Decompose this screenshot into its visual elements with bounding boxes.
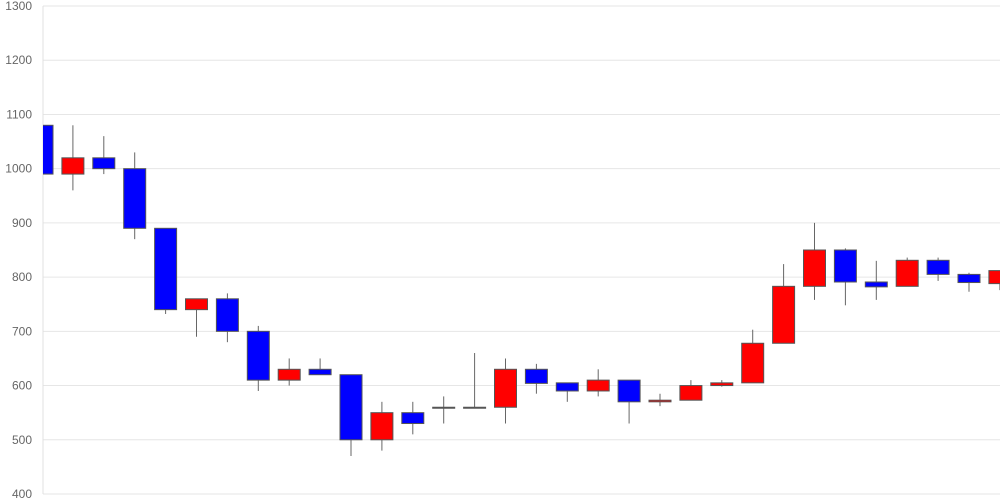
y-tick-label: 500 [12,433,32,447]
y-tick-label: 600 [12,379,32,393]
candle-body-down [123,168,147,229]
candle [277,358,301,386]
candle-body-up [494,368,517,408]
candle-body-down [339,374,363,441]
y-tick-label: 900 [12,216,32,230]
y-axis: 400 500 600 700 800 900 1000 1100 1200 1300 [5,0,44,500]
candle-body-up [803,249,826,287]
candle-body-down [401,412,425,425]
candle [370,401,394,451]
candle [617,379,641,424]
candle [308,358,332,376]
candle-body-up [679,385,703,401]
candle-body-up [370,412,394,441]
candle [957,272,981,292]
candle-body-up [772,285,796,344]
candle-body-up [741,342,765,384]
candle [215,293,239,343]
candle [339,374,363,457]
y-tick-label: 700 [12,324,32,338]
candle-body-down [926,259,950,275]
candle [524,363,548,394]
candle [895,257,919,287]
candle-body-up [277,368,301,381]
candle [833,248,857,306]
candle-body-down [555,382,579,392]
candle [154,227,178,314]
candle-body-down [154,227,178,311]
candle [710,380,734,387]
candle [61,125,85,191]
candle [555,382,579,402]
candle-body-up [710,382,734,387]
candle-body-up [463,406,487,409]
candle [185,298,208,337]
candle-body-down [246,330,270,381]
candle [43,124,54,175]
candle [432,396,456,424]
candle-body-up [185,298,208,311]
candle [679,380,703,401]
candle [123,152,147,240]
candle-body-up [988,270,1000,285]
candle-body-down [617,379,641,403]
candle-body-down [864,281,888,288]
grid-lines [43,5,1000,495]
candle-body-up [432,406,456,409]
candle [463,353,487,409]
candle-body-up [61,157,85,175]
candle [926,257,950,281]
y-tick-label: 1000 [5,162,32,176]
y-tick-label: 1100 [6,107,32,121]
candle [864,260,888,300]
candle [586,369,610,397]
candle [988,270,1000,291]
candle-body-up [648,399,672,403]
candle-body-down [215,298,239,332]
candle [246,325,270,391]
y-tick-label: 400 [12,487,32,500]
candle [741,329,765,384]
candle-body-up [586,379,610,392]
candle [772,264,796,344]
candle [648,393,672,407]
candle [401,401,425,435]
candle-body-down [524,368,548,384]
y-tick-label: 800 [12,270,32,284]
candle-body-down [43,124,54,175]
candle [494,358,517,424]
candle-body-down [957,273,981,284]
candle [803,222,826,300]
candle [92,136,116,175]
candle-body-down [833,249,857,283]
y-tick-label: 1200 [5,53,32,67]
candle-body-up [895,259,919,287]
candle-body-down [92,157,116,170]
candles [43,124,1000,457]
candle-body-down [308,368,332,376]
y-tick-label: 1300 [5,0,32,13]
